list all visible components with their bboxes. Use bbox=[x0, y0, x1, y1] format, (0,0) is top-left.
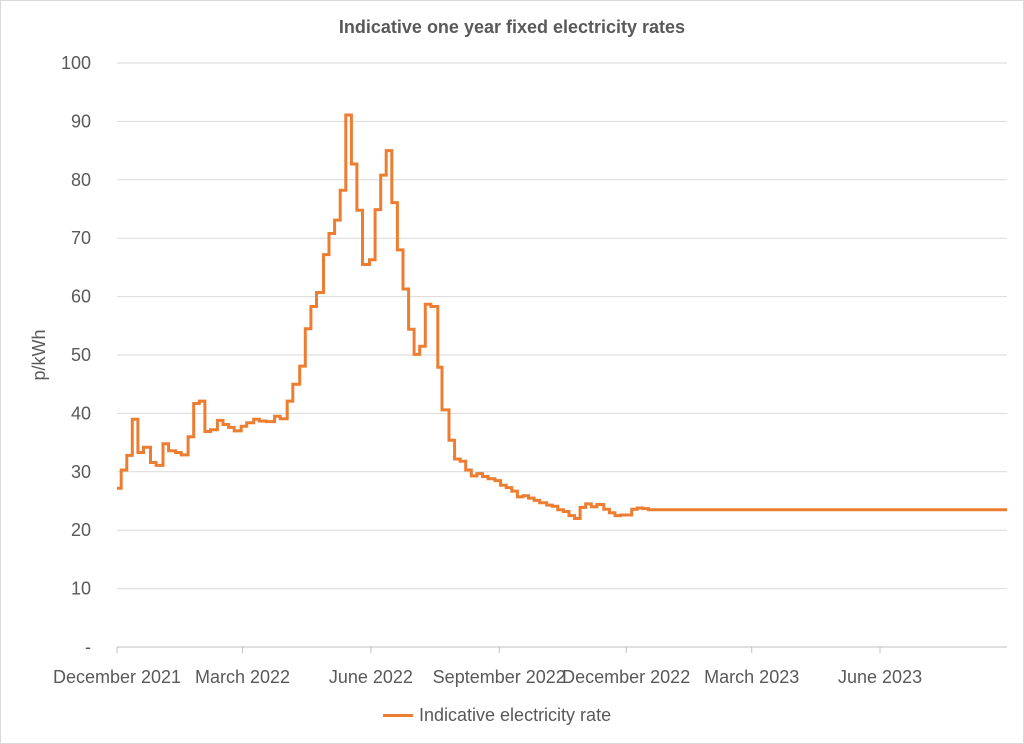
y-tick-label: 30 bbox=[71, 462, 91, 482]
legend-swatch bbox=[383, 714, 413, 717]
y-tick-label: 80 bbox=[71, 170, 91, 190]
y-axis-label: p/kWh bbox=[29, 329, 49, 380]
x-tick-label: December 2021 bbox=[53, 667, 181, 687]
x-tick-label: June 2023 bbox=[838, 667, 922, 687]
y-tick-label: - bbox=[85, 637, 91, 657]
x-tick-label: September 2022 bbox=[433, 667, 566, 687]
y-tick-label: 100 bbox=[61, 53, 91, 73]
y-tick-label: 40 bbox=[71, 403, 91, 423]
x-tick-label: June 2022 bbox=[329, 667, 413, 687]
legend-label: Indicative electricity rate bbox=[419, 705, 612, 725]
legend: Indicative electricity rate bbox=[383, 705, 611, 726]
y-tick-label: 90 bbox=[71, 111, 91, 131]
y-tick-label: 10 bbox=[71, 579, 91, 599]
y-tick-label: 60 bbox=[71, 287, 91, 307]
y-tick-label: 50 bbox=[71, 345, 91, 365]
series-line bbox=[117, 113, 1007, 520]
x-tick-label: December 2022 bbox=[562, 667, 690, 687]
y-tick-label: 20 bbox=[71, 520, 91, 540]
x-tick-label: March 2022 bbox=[195, 667, 290, 687]
y-tick-label: 70 bbox=[71, 228, 91, 248]
chart-title: Indicative one year fixed electricity ra… bbox=[338, 17, 686, 37]
x-tick-label: March 2023 bbox=[704, 667, 799, 687]
